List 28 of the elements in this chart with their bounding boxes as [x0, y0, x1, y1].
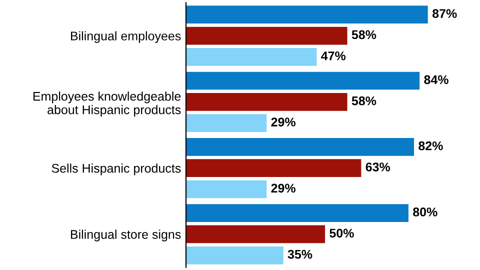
data-label: 35% — [288, 250, 312, 259]
y-tick-label: Sells Hispanic products — [52, 164, 181, 176]
bar — [186, 180, 267, 198]
data-label: 29% — [271, 184, 296, 193]
data-label: 84% — [424, 75, 448, 84]
y-tick-label: Bilingual store signs — [71, 230, 181, 242]
y-tick-label: Bilingual employees — [70, 31, 181, 43]
bar — [186, 204, 408, 222]
data-label: 80% — [413, 208, 438, 216]
data-label: 58% — [352, 96, 376, 106]
data-label: 87% — [432, 9, 457, 18]
bar — [186, 26, 348, 45]
y-tick-label: Employees knowledgeable about Hispanic products — [33, 92, 181, 117]
bar — [186, 48, 317, 66]
data-label: 63% — [366, 162, 390, 172]
bar — [186, 225, 326, 244]
bar — [186, 246, 284, 264]
bar — [186, 114, 267, 132]
bar — [186, 138, 414, 156]
bar — [186, 159, 362, 178]
data-label: 47% — [321, 51, 346, 60]
data-label: 50% — [330, 228, 354, 238]
data-label: 58% — [352, 30, 376, 40]
bar — [186, 6, 428, 24]
bar — [186, 72, 420, 90]
bar — [186, 92, 348, 111]
data-label: 29% — [271, 118, 296, 126]
data-label: 82% — [418, 141, 443, 150]
